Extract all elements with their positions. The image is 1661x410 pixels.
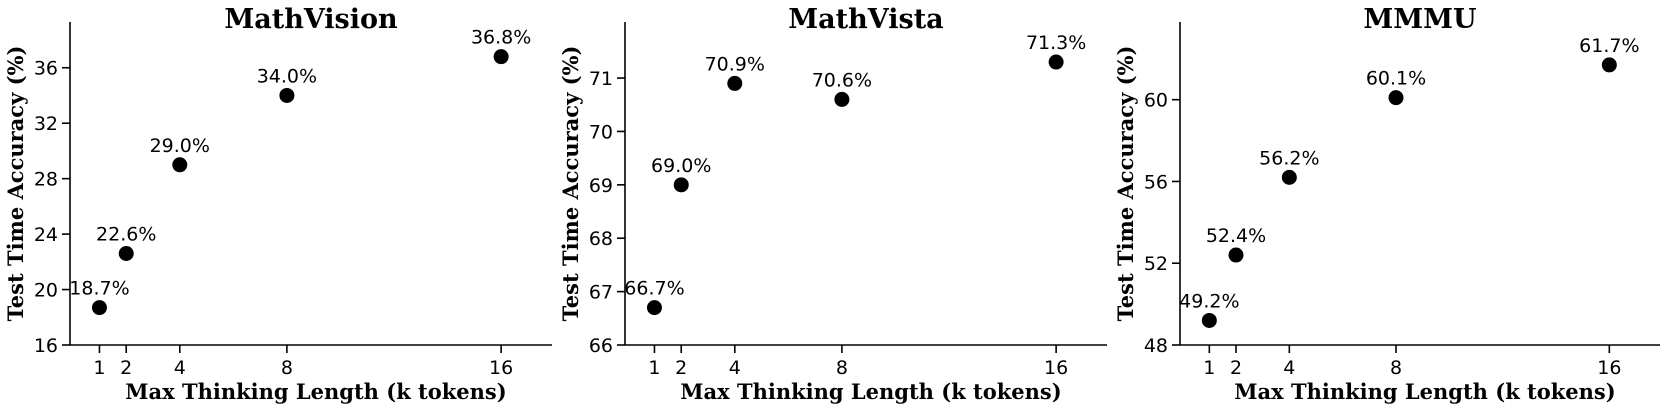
data-point	[493, 49, 509, 65]
y-tick-label: 71	[589, 68, 613, 90]
y-tick-label: 36	[34, 58, 58, 80]
y-tick-label: 16	[34, 335, 58, 357]
chart-title: MathVision	[224, 4, 398, 35]
chart-title: MathVista	[788, 4, 943, 35]
data-point	[1048, 54, 1064, 70]
y-axis-label: Test Time Accuracy (%)	[3, 46, 28, 322]
x-tick-label: 8	[281, 357, 293, 379]
data-label: 56.2%	[1259, 147, 1319, 169]
y-axis-label: Test Time Accuracy (%)	[1113, 46, 1138, 322]
data-point	[1388, 90, 1404, 106]
y-tick-label: 68	[589, 228, 613, 250]
data-point	[727, 75, 743, 91]
x-tick-label: 4	[174, 357, 186, 379]
x-tick-label: 16	[489, 357, 513, 379]
data-point	[1281, 169, 1297, 185]
y-tick-label: 56	[1144, 171, 1168, 193]
data-label: 66.7%	[624, 278, 684, 300]
y-axis-label: Test Time Accuracy (%)	[558, 46, 583, 322]
x-tick-label: 1	[93, 357, 105, 379]
data-label: 34.0%	[257, 65, 317, 87]
x-tick-label: 4	[1283, 357, 1295, 379]
x-tick-label: 4	[729, 357, 741, 379]
data-point	[834, 91, 850, 107]
x-tick-label: 16	[1597, 357, 1621, 379]
x-axis-label: Max Thinking Length (k tokens)	[1234, 379, 1615, 404]
data-label: 61.7%	[1579, 35, 1639, 57]
x-axis-label: Max Thinking Length (k tokens)	[680, 379, 1061, 404]
y-tick-label: 69	[589, 175, 613, 197]
x-tick-label: 1	[1203, 357, 1215, 379]
x-axis-label: Max Thinking Length (k tokens)	[125, 379, 506, 404]
x-tick-label: 1	[648, 357, 660, 379]
y-tick-label: 48	[1144, 335, 1168, 357]
data-point	[1601, 57, 1617, 73]
y-tick-label: 32	[34, 113, 58, 135]
y-tick-label: 66	[589, 335, 613, 357]
data-label: 22.6%	[96, 224, 156, 246]
data-label: 70.6%	[812, 69, 872, 91]
y-tick-label: 28	[34, 169, 58, 191]
y-tick-label: 60	[1144, 90, 1168, 112]
y-tick-label: 70	[589, 121, 613, 143]
x-tick-label: 2	[675, 357, 687, 379]
data-point	[1228, 247, 1244, 263]
y-tick-label: 52	[1144, 253, 1168, 275]
x-tick-label: 16	[1044, 357, 1068, 379]
data-point	[1201, 312, 1217, 328]
chart-title: MMMU	[1363, 4, 1476, 35]
data-label: 36.8%	[471, 27, 531, 49]
data-label: 49.2%	[1179, 290, 1239, 312]
data-point	[673, 177, 689, 193]
x-tick-label: 8	[836, 357, 848, 379]
data-label: 52.4%	[1206, 225, 1266, 247]
data-label: 18.7%	[69, 278, 129, 300]
data-point	[118, 246, 134, 262]
data-label: 69.0%	[651, 155, 711, 177]
y-tick-label: 67	[589, 282, 613, 304]
data-point	[91, 300, 107, 316]
data-label: 71.3%	[1026, 32, 1086, 54]
data-point	[172, 157, 188, 173]
data-point	[279, 87, 295, 103]
data-label: 70.9%	[705, 53, 765, 75]
data-label: 29.0%	[150, 135, 210, 157]
y-tick-label: 20	[34, 280, 58, 302]
y-tick-label: 24	[34, 224, 58, 246]
x-tick-label: 2	[120, 357, 132, 379]
x-tick-label: 2	[1230, 357, 1242, 379]
data-point	[646, 300, 662, 316]
x-tick-label: 8	[1390, 357, 1402, 379]
data-label: 60.1%	[1366, 68, 1426, 90]
